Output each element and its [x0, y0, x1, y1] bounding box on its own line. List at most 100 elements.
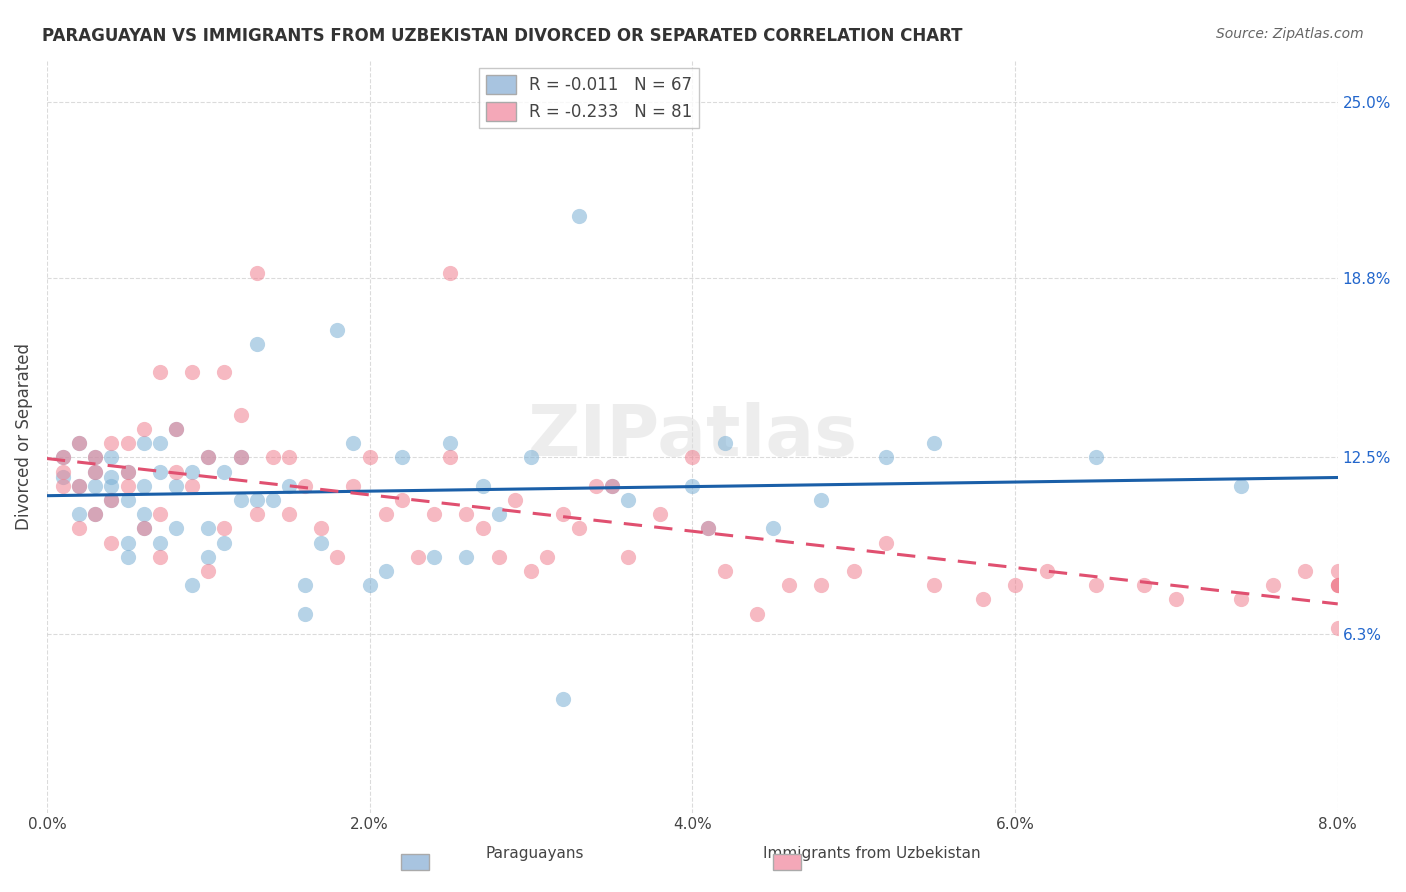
Point — [439, 450, 461, 465]
Point — [165, 422, 187, 436]
Point — [697, 521, 720, 535]
Point — [67, 436, 90, 450]
Point — [342, 436, 364, 450]
Point — [52, 450, 75, 465]
Point — [117, 535, 139, 549]
Point — [423, 549, 446, 564]
Point — [713, 436, 735, 450]
Point — [277, 507, 299, 521]
Point — [648, 507, 671, 521]
Point — [342, 479, 364, 493]
Point — [165, 422, 187, 436]
Point — [100, 493, 122, 508]
Point — [214, 535, 236, 549]
Point — [132, 507, 155, 521]
Point — [1326, 578, 1348, 592]
Point — [67, 479, 90, 493]
Point — [229, 408, 252, 422]
Point — [100, 470, 122, 484]
Point — [84, 479, 107, 493]
Point — [149, 365, 172, 379]
Point — [181, 479, 204, 493]
Point — [1166, 592, 1188, 607]
Point — [924, 436, 946, 450]
Point — [229, 493, 252, 508]
Point — [1326, 621, 1348, 635]
Point — [246, 266, 269, 280]
Point — [214, 365, 236, 379]
Point — [391, 493, 413, 508]
Point — [262, 450, 284, 465]
Point — [681, 450, 703, 465]
Point — [1004, 578, 1026, 592]
Point — [309, 535, 332, 549]
Point — [585, 479, 607, 493]
Point — [84, 465, 107, 479]
Point — [617, 493, 640, 508]
Point — [52, 479, 75, 493]
Point — [67, 436, 90, 450]
Point — [875, 450, 897, 465]
Point — [149, 549, 172, 564]
Point — [423, 507, 446, 521]
Point — [181, 365, 204, 379]
Point — [553, 507, 575, 521]
Point — [214, 465, 236, 479]
Point — [84, 465, 107, 479]
Point — [359, 450, 381, 465]
Point — [406, 549, 429, 564]
Point — [326, 549, 349, 564]
Point — [84, 450, 107, 465]
Point — [1326, 578, 1348, 592]
Point — [1263, 578, 1285, 592]
Point — [1036, 564, 1059, 578]
Point — [197, 450, 219, 465]
Point — [100, 436, 122, 450]
Point — [132, 521, 155, 535]
Point — [67, 479, 90, 493]
Point — [197, 549, 219, 564]
Point — [439, 436, 461, 450]
Point — [214, 521, 236, 535]
Point — [294, 479, 316, 493]
Point — [149, 465, 172, 479]
Point — [67, 507, 90, 521]
Point — [778, 578, 800, 592]
Point — [1326, 564, 1348, 578]
Point — [1084, 578, 1107, 592]
Point — [924, 578, 946, 592]
Point — [456, 549, 478, 564]
Point — [553, 692, 575, 706]
Point — [100, 535, 122, 549]
Point — [197, 521, 219, 535]
Point — [149, 535, 172, 549]
Point — [745, 607, 768, 621]
Point — [471, 521, 494, 535]
Point — [181, 465, 204, 479]
Point — [229, 450, 252, 465]
Point — [875, 535, 897, 549]
Point — [246, 493, 269, 508]
Point — [229, 450, 252, 465]
Point — [762, 521, 785, 535]
Point — [117, 493, 139, 508]
Point — [568, 521, 591, 535]
Point — [810, 578, 832, 592]
Point — [617, 549, 640, 564]
Point — [1230, 479, 1253, 493]
Point — [439, 266, 461, 280]
Text: ZIPatlas: ZIPatlas — [527, 401, 858, 471]
Point — [294, 607, 316, 621]
Point — [536, 549, 558, 564]
Point — [277, 450, 299, 465]
Point — [165, 479, 187, 493]
Point — [600, 479, 623, 493]
Point — [294, 578, 316, 592]
Point — [181, 578, 204, 592]
Point — [1230, 592, 1253, 607]
Point — [1133, 578, 1156, 592]
Point — [1084, 450, 1107, 465]
Point — [391, 450, 413, 465]
Point — [520, 450, 543, 465]
Point — [132, 479, 155, 493]
